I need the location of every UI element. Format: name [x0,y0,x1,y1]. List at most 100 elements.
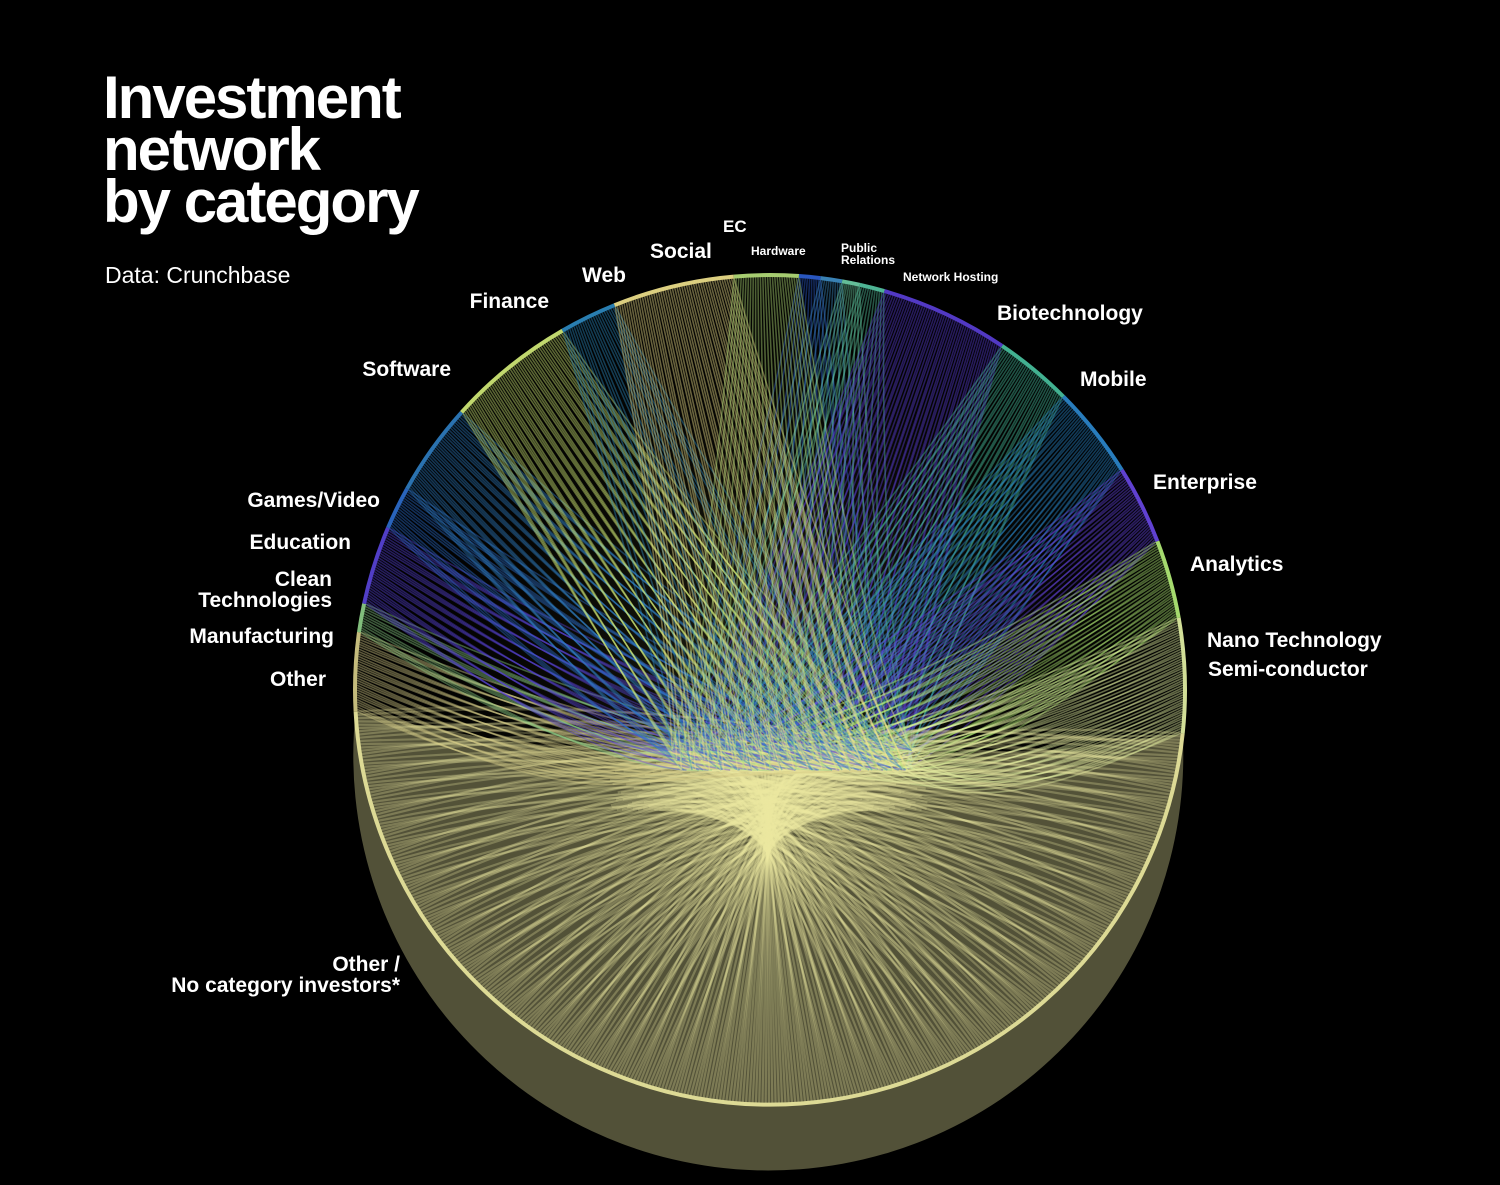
ribbon-strand [356,696,716,769]
ribbon-strand [860,385,1051,771]
ribbon-strand [683,754,1060,986]
category-arc [362,527,390,605]
ribbon-strand [911,470,1121,751]
ribbon-strand [515,364,806,751]
ribbon-strand [720,300,910,771]
ribbon-strand [399,506,806,761]
ribbon-strand [678,286,805,761]
ribbon-strand [849,450,1108,771]
category-arc [561,303,616,333]
ribbon-strand [719,283,847,771]
ribbon-strand [483,749,850,989]
ribbon-strand [648,805,800,1086]
ribbon-strand [464,411,678,761]
ribbon-strand [403,808,885,883]
ribbon-strand [681,286,810,771]
ribbon-strand [369,587,723,761]
ribbon-strand [660,291,767,771]
ribbon-strand [548,340,882,771]
ribbon-strand [837,285,855,761]
ribbon-strand [446,431,851,771]
ribbon-strand [357,708,680,780]
label-finance: Finance [469,290,549,313]
ribbon-strand [744,807,855,1095]
ribbon-strand [731,807,778,1102]
ribbon-strand [612,307,903,771]
ribbon-strand [679,788,1072,975]
ribbon-strand [425,460,759,771]
ribbon-strand [671,279,822,751]
ribbon-strand [723,805,933,1071]
ribbon-strand [684,294,892,751]
ribbon-strand [626,781,1169,809]
category-arc [1176,617,1187,734]
ribbon-strand [824,377,1042,751]
ribbon-strand [660,798,1118,915]
ribbon-strand [691,627,1179,763]
ribbon-strand [800,317,950,771]
ribbon-strand [736,288,867,751]
label-public-relations: Public Relations [841,241,896,267]
ribbon-strand [771,665,1183,776]
ribbon-strand [724,277,750,751]
ribbon-strand [788,431,1094,761]
ribbon-strand [683,764,791,1095]
ribbon-strand [627,301,701,751]
ribbon-strand [845,291,878,771]
ribbon-strand [683,285,814,751]
category-arc [460,328,564,414]
ribbon-strand [363,612,833,771]
ribbon-strand [776,277,833,751]
ribbon-strand [438,442,814,771]
ribbon-strand [364,751,915,777]
ribbon-strand [550,763,828,1042]
ribbon-strand [442,748,866,943]
ribbon-strand [364,610,853,752]
ribbon-strand [724,301,913,751]
ribbon-layer [353,276,1184,1171]
other-no-category-wedge [353,711,1184,1171]
ribbon-strand [714,749,963,1057]
ribbon-strand [583,320,773,761]
ribbon-strand [432,450,790,761]
ribbon-strand [558,797,826,1047]
ribbon-strand [518,361,815,771]
ribbon-strand [416,774,878,905]
ribbon-strand [880,338,988,771]
ribbon-strand [804,318,952,751]
ribbon-strand [358,650,854,765]
ribbon-strand [791,674,1184,763]
ribbon-strand [696,629,1179,772]
ribbon-strand [457,418,894,751]
ribbon-strand [706,634,1180,763]
ribbon-strand [756,658,1183,775]
ribbon-strand [661,751,797,1090]
ribbon-strand [764,309,933,751]
ribbon-strand [487,387,740,751]
ribbon-strand [749,809,836,1099]
ribbon-strand [731,764,903,1083]
ribbon-strand [721,780,939,1068]
ribbon-strand [357,708,930,754]
ribbon-strand [743,280,828,751]
category-arc [1155,540,1181,619]
ribbon-strand [357,715,929,777]
ribbon-strand [736,758,884,1088]
ribbon-strand [644,774,1146,864]
ribbon-strand [742,777,862,1094]
ribbon-strand [356,686,745,773]
ribbon-strand [884,339,990,751]
ribbon-strand [746,750,846,1097]
ribbon-strand [767,278,809,761]
ribbon-strand [795,277,904,771]
ribbon-strand [640,749,1153,849]
ribbon-strand [536,348,855,771]
ribbon-strand [450,798,863,953]
ribbon-strand [698,749,1016,1024]
ribbon-strand [778,277,842,761]
ribbon-strand [817,321,959,751]
ribbon-strand [774,276,824,771]
ribbon-strand [745,418,1083,751]
ribbon-strand [904,539,1156,771]
ribbon-strand [835,326,967,761]
